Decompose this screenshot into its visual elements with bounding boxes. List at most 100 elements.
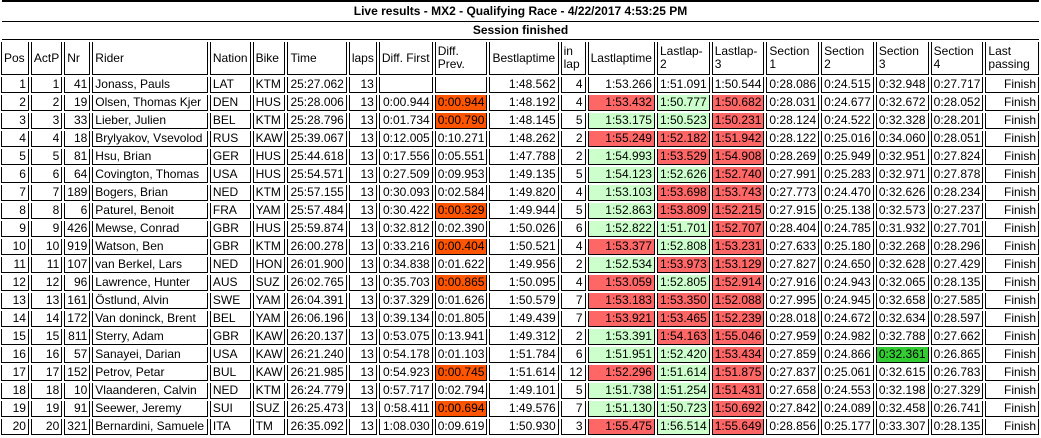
cell-diff_prev: 0:01.622 [434, 257, 488, 273]
cell-actp: 6 [30, 167, 63, 183]
cell-actp: 18 [30, 383, 63, 399]
header-bike: Bike [252, 42, 286, 75]
cell-laps: 13 [348, 293, 377, 309]
cell-actp: 1 [30, 77, 63, 93]
cell-time: 26:06.196 [287, 311, 347, 327]
cell-l2: 1:53.529 [656, 149, 710, 165]
cell-lastlap: 1:55.475 [587, 419, 655, 435]
cell-s4: 0:27.701 [930, 221, 984, 237]
cell-l2: 1:56.514 [656, 419, 710, 435]
cell-rider: Olsen, Thomas Kjer [92, 95, 208, 111]
cell-best: 1:51.614 [489, 365, 559, 381]
header-s1: Section 1 [766, 42, 820, 75]
cell-actp: 8 [30, 203, 63, 219]
cell-diff_first: 0:58.411 [378, 401, 433, 417]
cell-nation: GER [209, 149, 251, 165]
cell-pos: 15 [1, 329, 29, 345]
cell-nr: 811 [64, 329, 91, 345]
cell-nr: 10 [64, 383, 91, 399]
cell-nr: 33 [64, 113, 91, 129]
cell-time: 26:04.391 [287, 293, 347, 309]
cell-diff_prev: 0:05.551 [434, 149, 488, 165]
cell-nr: 107 [64, 257, 91, 273]
result-row: 19 19 91 Seewer, Jeremy SUI SUZ 26:25.473 13 0:5… [1, 401, 1039, 417]
cell-s2: 0:25.180 [821, 239, 874, 255]
cell-s3: 0:32.948 [875, 77, 929, 93]
cell-diff_first: 0:12.005 [378, 131, 433, 147]
cell-diff_prev: 0:00.745 [434, 365, 488, 381]
cell-s4: 0:28.234 [930, 185, 984, 201]
cell-l3: 1:51.875 [711, 365, 765, 381]
results-table: Pos ActP Nr Rider Nation Bike Time laps Diff. Fi… [0, 40, 1041, 437]
cell-inlap: 4 [560, 239, 586, 255]
header-l3: Lastlap-3 [711, 42, 765, 75]
cell-s1: 0:27.915 [766, 203, 820, 219]
result-row: 15 15 811 Sterry, Adam GBR KAW 26:20.137 13 0:53… [1, 329, 1039, 345]
cell-actp: 16 [30, 347, 63, 363]
result-row: 6 6 64 Covington, Thomas USA HUS 25:54.571 13 0:… [1, 167, 1039, 183]
cell-l3: 1:50.682 [711, 95, 765, 111]
result-row: 1 1 41 Jonass, Pauls LAT KTM 25:27.062 13 1:48.5… [1, 77, 1039, 93]
cell-nation: SUI [209, 401, 251, 417]
cell-actp: 11 [30, 257, 63, 273]
cell-pos: 18 [1, 383, 29, 399]
cell-l3: 1:51.942 [711, 131, 765, 147]
cell-actp: 9 [30, 221, 63, 237]
cell-rider: Lieber, Julien [92, 113, 208, 129]
cell-l2: 1:50.723 [656, 401, 710, 417]
cell-nr: 64 [64, 167, 91, 183]
cell-s4: 0:27.429 [930, 257, 984, 273]
cell-nr: 19 [64, 95, 91, 111]
cell-laps: 13 [348, 203, 377, 219]
cell-inlap: 4 [560, 185, 586, 201]
cell-diff_prev: 0:00.329 [434, 203, 488, 219]
cell-time: 25:59.874 [287, 221, 347, 237]
result-row: 18 18 10 Vlaanderen, Calvin NED KTM 26:24.779 1… [1, 383, 1039, 399]
cell-best: 1:49.439 [489, 311, 559, 327]
cell-pos: 16 [1, 347, 29, 363]
cell-s3: 0:32.628 [875, 257, 929, 273]
header-diff_prev: Diff. Prev. [434, 42, 488, 75]
cell-laps: 13 [348, 149, 377, 165]
cell-bike: SUZ [252, 401, 286, 417]
cell-passing: Finish [985, 293, 1039, 309]
cell-l2: 1:51.091 [656, 77, 710, 93]
cell-diff_first: 0:34.838 [378, 257, 433, 273]
header-diff_first: Diff. First [378, 42, 433, 75]
cell-l3: 1:50.544 [711, 77, 765, 93]
cell-l3: 1:53.434 [711, 347, 765, 363]
cell-best: 1:48.562 [489, 77, 559, 93]
cell-lastlap: 1:52.863 [587, 203, 655, 219]
header-laps: laps [348, 42, 377, 75]
cell-l2: 1:53.809 [656, 203, 710, 219]
cell-s1: 0:27.827 [766, 257, 820, 273]
cell-s3: 0:32.634 [875, 311, 929, 327]
cell-nation: GBR [209, 239, 251, 255]
cell-s3: 0:32.328 [875, 113, 929, 129]
cell-time: 25:28.006 [287, 95, 347, 111]
cell-s3: 0:32.361 [875, 347, 929, 363]
cell-time: 25:39.067 [287, 131, 347, 147]
cell-l3: 1:52.215 [711, 203, 765, 219]
cell-best: 1:50.579 [489, 293, 559, 309]
cell-actp: 3 [30, 113, 63, 129]
result-row: 12 12 96 Lawrence, Hunter AUS SUZ 26:02.765 13 0… [1, 275, 1039, 291]
cell-best: 1:48.192 [489, 95, 559, 111]
cell-bike: YAM [252, 293, 286, 309]
cell-diff_prev: 0:01.805 [434, 311, 488, 327]
cell-s2: 0:24.945 [821, 293, 874, 309]
cell-actp: 5 [30, 149, 63, 165]
cell-pos: 1 [1, 77, 29, 93]
result-row: 5 5 81 Hsu, Brian GER HUS 25:44.618 13 0:17.556 0… [1, 149, 1039, 165]
cell-best: 1:49.820 [489, 185, 559, 201]
cell-passing: Finish [985, 185, 1039, 201]
cell-best: 1:49.944 [489, 203, 559, 219]
cell-bike: HUS [252, 95, 286, 111]
cell-time: 25:27.062 [287, 77, 347, 93]
cell-l3: 1:53.129 [711, 257, 765, 273]
cell-s1: 0:28.404 [766, 221, 820, 237]
cell-diff_first: 0:32.812 [378, 221, 433, 237]
cell-pos: 9 [1, 221, 29, 237]
cell-time: 26:35.092 [287, 419, 347, 435]
cell-inlap: 2 [560, 329, 586, 345]
